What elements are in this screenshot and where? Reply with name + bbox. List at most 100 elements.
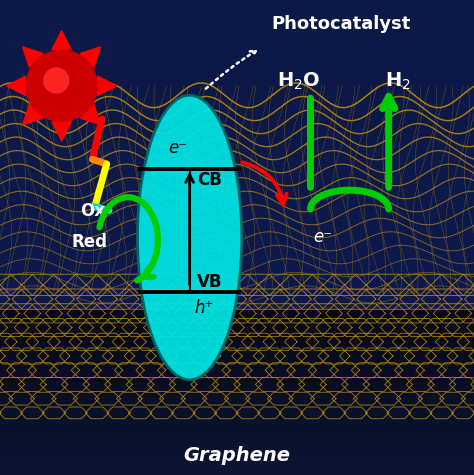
Bar <box>0 367 474 371</box>
Bar <box>0 293 474 298</box>
Bar <box>0 441 474 446</box>
Bar <box>0 412 474 417</box>
Bar <box>0 420 474 425</box>
Text: H$_2$: H$_2$ <box>385 70 411 92</box>
Bar <box>0 388 474 391</box>
Polygon shape <box>98 76 117 95</box>
Bar <box>0 232 474 237</box>
Text: Ox: Ox <box>81 202 106 220</box>
Bar <box>0 42 474 47</box>
Bar <box>0 358 474 362</box>
Bar <box>0 325 474 329</box>
Bar <box>0 129 474 134</box>
Bar <box>0 144 474 150</box>
Bar <box>0 190 474 196</box>
Bar <box>0 114 474 119</box>
Bar <box>0 175 474 180</box>
Bar <box>0 16 474 21</box>
Bar <box>0 154 474 160</box>
Polygon shape <box>7 76 26 95</box>
Bar <box>0 317 474 321</box>
Bar <box>0 37 474 42</box>
Bar <box>0 93 474 98</box>
Bar <box>0 462 474 466</box>
Bar <box>0 257 474 262</box>
Bar <box>0 6 474 11</box>
Bar <box>0 408 474 412</box>
Bar <box>0 309 474 313</box>
Bar <box>0 77 474 83</box>
Bar <box>0 57 474 62</box>
Bar <box>0 237 474 242</box>
Bar <box>0 216 474 221</box>
Bar <box>0 0 474 6</box>
Bar <box>0 196 474 201</box>
Bar <box>0 0 474 309</box>
Circle shape <box>44 68 69 93</box>
Bar <box>0 119 474 124</box>
Bar <box>0 160 474 165</box>
Bar <box>0 201 474 206</box>
Bar <box>0 391 474 396</box>
Polygon shape <box>23 104 43 125</box>
Bar <box>0 108 474 114</box>
Text: Photocatalyst: Photocatalyst <box>272 15 411 33</box>
Bar <box>0 227 474 232</box>
Polygon shape <box>23 47 43 67</box>
Bar <box>0 404 474 408</box>
Bar <box>0 67 474 72</box>
Bar <box>0 379 474 383</box>
Bar <box>0 185 474 190</box>
Bar <box>0 383 474 388</box>
Bar <box>0 273 474 278</box>
Bar <box>0 342 474 346</box>
Bar <box>0 134 474 139</box>
Bar <box>0 321 474 325</box>
Bar <box>0 437 474 441</box>
Bar <box>0 165 474 170</box>
Bar <box>0 433 474 437</box>
Text: Red: Red <box>71 233 107 251</box>
Bar <box>0 417 474 420</box>
Text: Graphene: Graphene <box>183 446 291 465</box>
Bar <box>0 329 474 333</box>
Bar <box>0 362 474 367</box>
Bar <box>0 304 474 309</box>
Bar <box>0 298 474 304</box>
Bar <box>0 47 474 52</box>
Bar <box>0 454 474 458</box>
Text: e⁻: e⁻ <box>168 139 187 157</box>
Bar <box>0 11 474 16</box>
Bar <box>0 252 474 257</box>
Bar <box>0 313 474 317</box>
Bar <box>0 450 474 454</box>
Bar <box>0 124 474 129</box>
Bar <box>0 262 474 267</box>
Bar <box>0 221 474 227</box>
Bar <box>0 458 474 462</box>
Bar <box>0 470 474 475</box>
Polygon shape <box>52 122 71 141</box>
Bar <box>0 346 474 350</box>
Bar <box>0 170 474 175</box>
Bar <box>0 375 474 379</box>
Bar <box>0 88 474 93</box>
Bar <box>0 206 474 211</box>
Bar <box>0 278 474 283</box>
Bar <box>0 98 474 103</box>
Bar <box>0 354 474 358</box>
Polygon shape <box>52 31 71 50</box>
Text: CB: CB <box>197 171 221 189</box>
Bar <box>0 211 474 216</box>
Bar <box>0 350 474 354</box>
Text: h⁺: h⁺ <box>194 299 214 317</box>
Bar <box>0 103 474 108</box>
Polygon shape <box>80 104 100 125</box>
Text: VB: VB <box>197 273 222 291</box>
Polygon shape <box>80 47 100 67</box>
Bar <box>0 21 474 26</box>
Bar <box>0 425 474 429</box>
Bar <box>0 267 474 273</box>
Bar <box>0 466 474 470</box>
Bar <box>0 150 474 154</box>
